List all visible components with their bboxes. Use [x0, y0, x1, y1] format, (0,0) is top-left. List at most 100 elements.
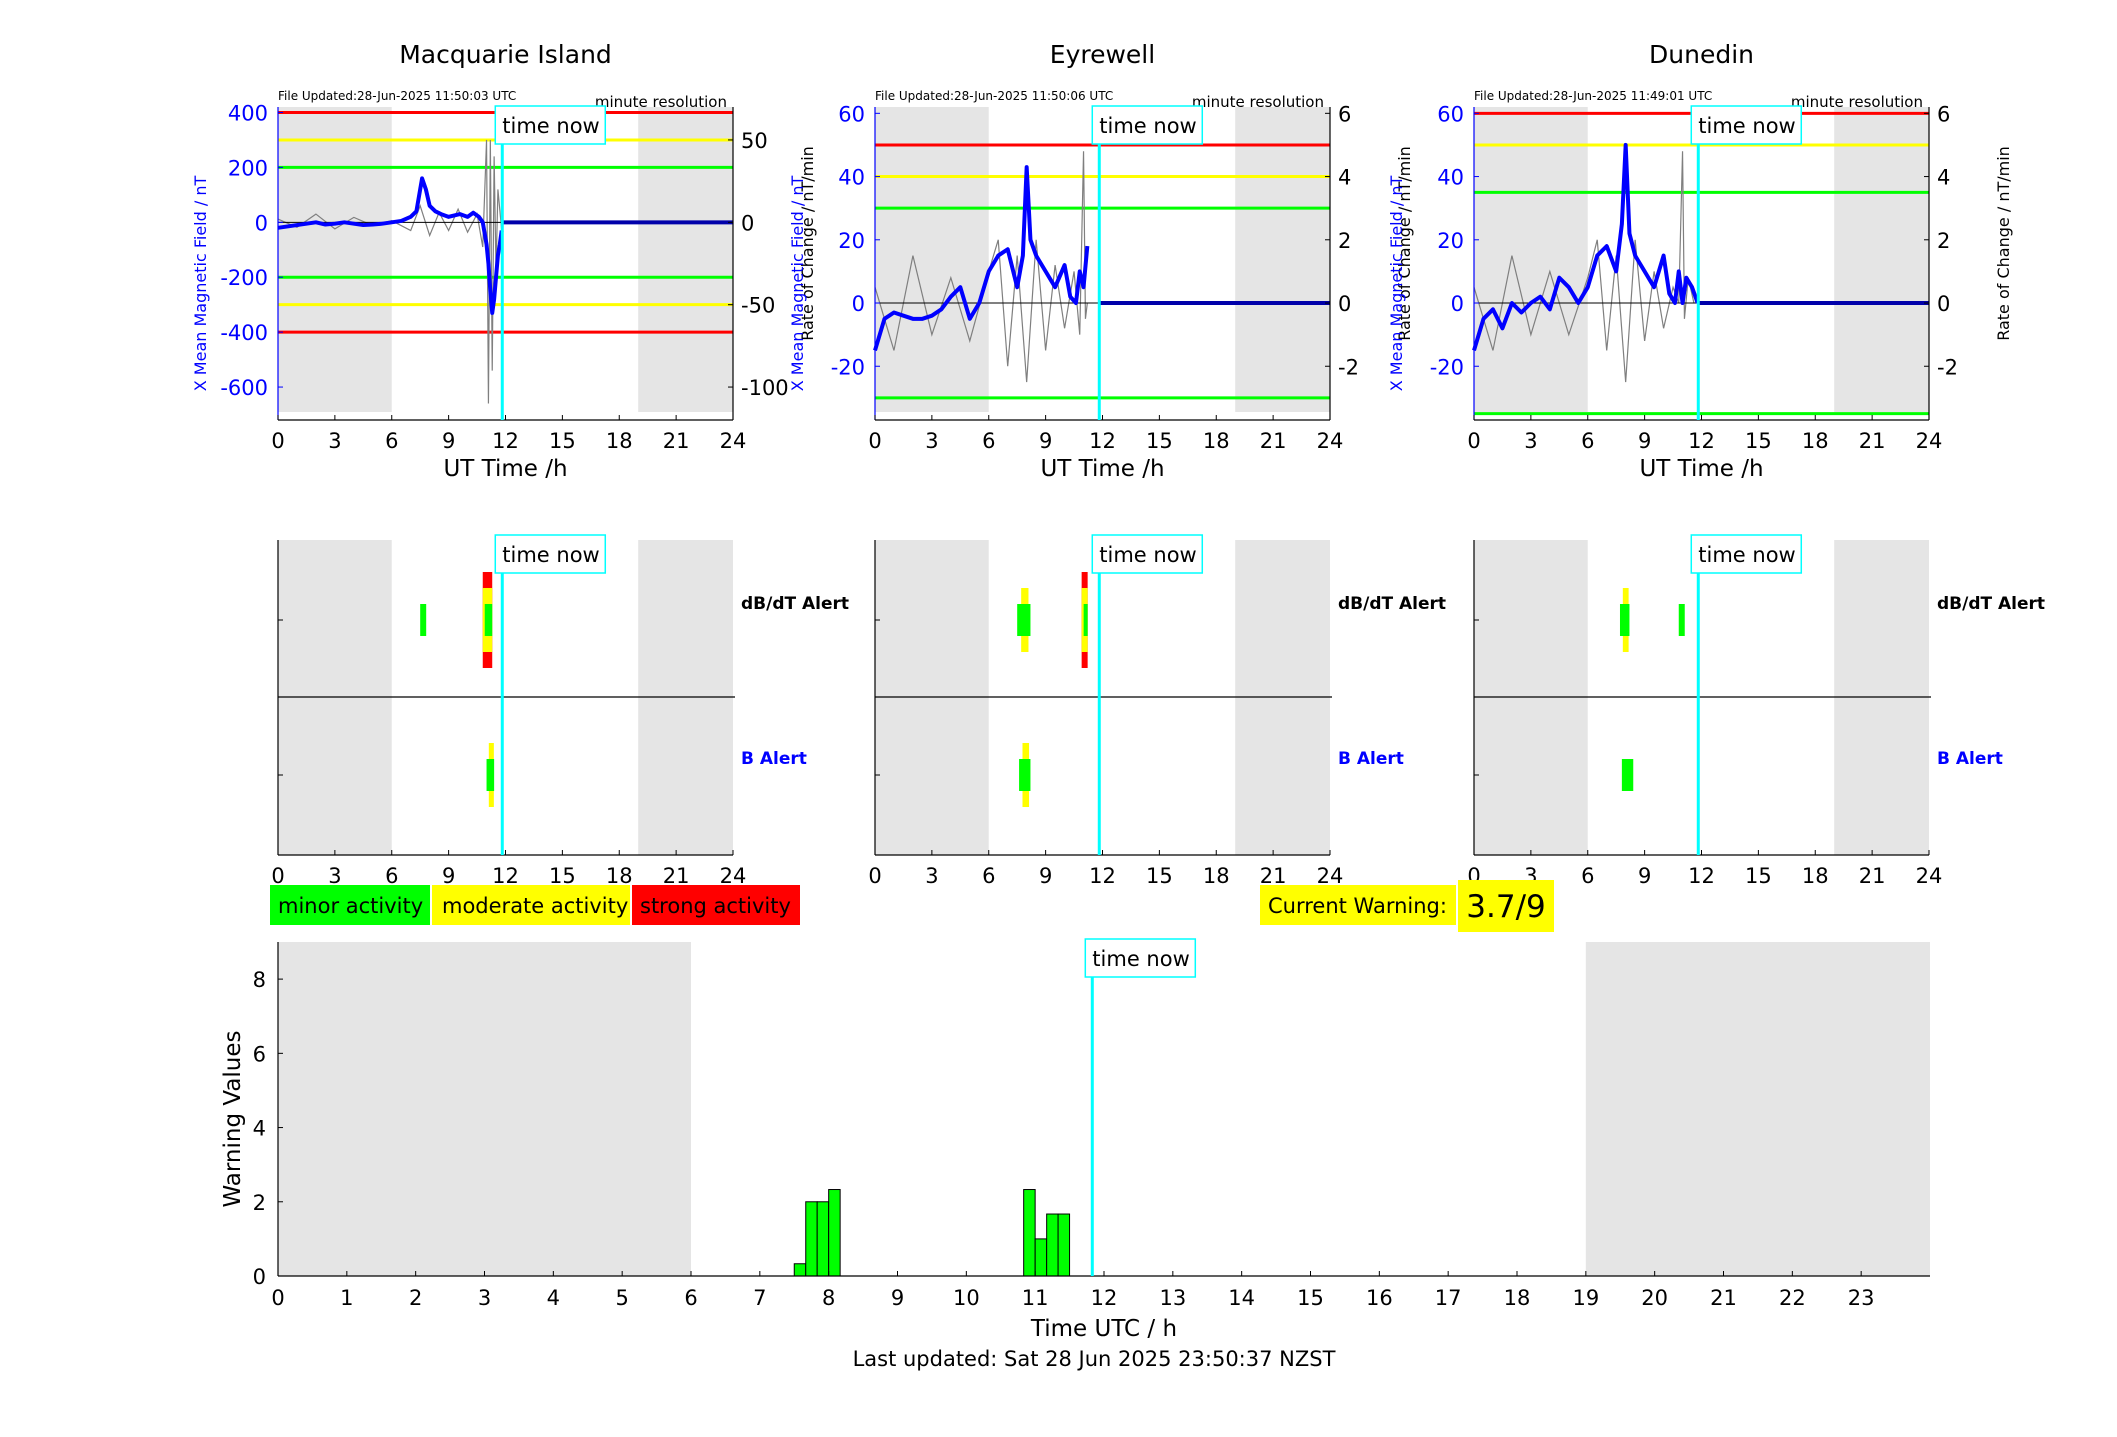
station-0-right-tick-label-2: -50 [741, 294, 775, 318]
station-1-top-x-tick-label-3: 9 [1039, 429, 1052, 453]
station-2-alert-time-now-label: time now [1698, 543, 1795, 567]
current-warning: Current Warning: 3.7/9 [1260, 880, 1554, 932]
warning-bar-2 [816, 1201, 830, 1277]
station-2-left-tick-label-3: 0 [1451, 292, 1464, 316]
station-0-top-time-now-box [494, 105, 607, 145]
station-0-top-x-tick-label-2: 6 [385, 429, 398, 453]
legend-minor-swatch [270, 885, 430, 925]
station-2-top-time-now-box [1690, 105, 1803, 145]
station-1-top-x-tick-label-8: 24 [1317, 429, 1344, 453]
station-2-top-x-tick-label-0: 0 [1467, 429, 1480, 453]
station-1-dbdt-alert-label: dB/dT Alert [1338, 594, 1446, 614]
station-2-dbdt-alert-minor-0 [1619, 604, 1630, 636]
warning-x-tick-label-2: 2 [409, 1286, 422, 1310]
station-2-top-x-tick-label-5: 15 [1745, 429, 1772, 453]
warning-bar-0 [793, 1263, 807, 1277]
warning-x-tick-label-12: 12 [1091, 1286, 1118, 1310]
station-1-top-x-tick-label-6: 18 [1203, 429, 1230, 453]
station-1-panel: Eyrewell File Updated:28-Jun-2025 11:50:0… [788, 40, 1414, 482]
station-2-top-x-tick-label-8: 24 [1916, 429, 1943, 453]
warning-y-tick-label-2: 4 [253, 1117, 266, 1141]
station-0-left-tick-label-3: -200 [220, 266, 268, 290]
station-1-top-x-tick-label-4: 12 [1089, 429, 1116, 453]
station-0-dbdt-alert-minor-1 [484, 604, 493, 636]
warning-x-tick-label-10: 10 [953, 1286, 980, 1310]
station-0-top-x-tick-label-0: 0 [271, 429, 284, 453]
warning-x-tick-label-15: 15 [1297, 1286, 1324, 1310]
station-0-left-tick-label-2: 0 [255, 211, 268, 235]
station-0-top-x-tick-label-4: 12 [492, 429, 519, 453]
current-warning-value: 3.7/9 [1466, 889, 1545, 925]
station-1-right-tick-label-4: -2 [1338, 355, 1359, 379]
warning-x-axis-label: Time UTC / h [1030, 1316, 1177, 1342]
station-1-left-axis-label: X Mean Magnetic Field / nT [788, 176, 807, 392]
station-1-title: Eyrewell [1050, 40, 1155, 69]
station-2-top-x-tick-label-6: 18 [1802, 429, 1829, 453]
station-1-alert-x-tick-label-1: 3 [925, 864, 938, 888]
station-0-night-shade-0 [278, 107, 392, 412]
warning-bar-4 [1023, 1189, 1036, 1277]
warning-y-tick-label-4: 8 [253, 968, 266, 992]
station-1-right-tick-label-0: 6 [1338, 102, 1351, 126]
station-2-left-tick-label-4: -20 [1430, 355, 1464, 379]
station-0-left-tick-label-4: -400 [220, 321, 268, 345]
legend-strong-label: strong activity [640, 894, 791, 918]
station-1-left-tick-label-3: 0 [852, 292, 865, 316]
warning-y-axis-label: Warning Values [220, 1030, 246, 1207]
legend-strong-swatch [632, 885, 800, 925]
station-2-b-alert-minor-0 [1621, 759, 1634, 791]
station-0-alert-x-tick-label-3: 9 [442, 864, 455, 888]
station-1-dbdt-alert-minor-0 [1017, 604, 1031, 636]
warning-time-now-box [1084, 938, 1197, 978]
station-0-b-alert-minor-0 [486, 759, 495, 791]
station-0-left-axis-label: X Mean Magnetic Field / nT [191, 176, 210, 392]
station-2-left-tick-label-0: 60 [1437, 102, 1464, 126]
station-2-alert-x-tick-label-4: 12 [1688, 864, 1715, 888]
warning-x-tick-label-21: 21 [1710, 1286, 1737, 1310]
station-0-right-tick-label-0: 50 [741, 129, 768, 153]
warning-bar-1 [805, 1201, 818, 1277]
station-1-top-time-now-label: time now [1099, 114, 1196, 138]
station-1-b-alert-minor-0 [1019, 759, 1031, 791]
station-0-top-x-tick-label-5: 15 [549, 429, 576, 453]
station-1-top-time-now-box [1091, 105, 1204, 145]
station-0-file-updated: File Updated:28-Jun-2025 11:50:03 UTC [278, 89, 516, 103]
station-0-alert-x-tick-label-7: 21 [663, 864, 690, 888]
station-0-alert-time-now-label: time now [502, 543, 599, 567]
station-0-resolution: minute resolution [595, 93, 727, 111]
warning-time-now-label: time now [1092, 947, 1189, 971]
station-2-left-axis-label: X Mean Magnetic Field / nT [1387, 176, 1406, 392]
warning-bar-3 [828, 1189, 841, 1277]
station-2-panel: Dunedin File Updated:28-Jun-2025 11:49:01… [1387, 40, 2013, 482]
station-0-title: Macquarie Island [399, 40, 612, 69]
station-1-alert-x-tick-label-3: 9 [1039, 864, 1052, 888]
station-0-dbdt-alert-minor-0 [420, 604, 427, 636]
station-1-field-series [873, 165, 1090, 352]
station-0-top-x-axis-label: UT Time /h [443, 456, 567, 482]
station-1-left-tick-label-2: 20 [838, 229, 865, 253]
warning-x-tick-label-1: 1 [340, 1286, 353, 1310]
warning-x-tick-label-13: 13 [1159, 1286, 1186, 1310]
station-2-right-tick-label-4: -2 [1937, 355, 1958, 379]
warning-x-tick-label-3: 3 [478, 1286, 491, 1310]
station-2-title: Dunedin [1649, 40, 1754, 69]
station-1-dbdt-alert-minor-1 [1083, 604, 1088, 636]
station-0-top-x-tick-label-7: 21 [663, 429, 690, 453]
warning-x-tick-label-22: 22 [1779, 1286, 1806, 1310]
warning-bar-6 [1046, 1213, 1059, 1277]
station-2-top-time-now-label: time now [1698, 114, 1795, 138]
current-warning-label: Current Warning: [1268, 894, 1447, 918]
station-2-left-tick-label-1: 40 [1437, 166, 1464, 190]
station-1-top-x-tick-label-1: 3 [925, 429, 938, 453]
station-0-right-axis-label: Rate of Change / nT/min [798, 146, 817, 341]
legend-moderate-label: moderate activity [442, 894, 628, 918]
station-1-top-x-axis-label: UT Time /h [1040, 456, 1164, 482]
warning-x-tick-label-8: 8 [822, 1286, 835, 1310]
last-updated-footer: Last updated: Sat 28 Jun 2025 23:50:37 N… [853, 1347, 1336, 1371]
station-0-alert-x-tick-label-2: 6 [385, 864, 398, 888]
station-2-top-x-tick-label-1: 3 [1524, 429, 1537, 453]
station-2-alert-time-now-box [1690, 534, 1803, 574]
station-1-top-x-tick-label-2: 6 [982, 429, 995, 453]
legend-minor-label: minor activity [278, 894, 423, 918]
